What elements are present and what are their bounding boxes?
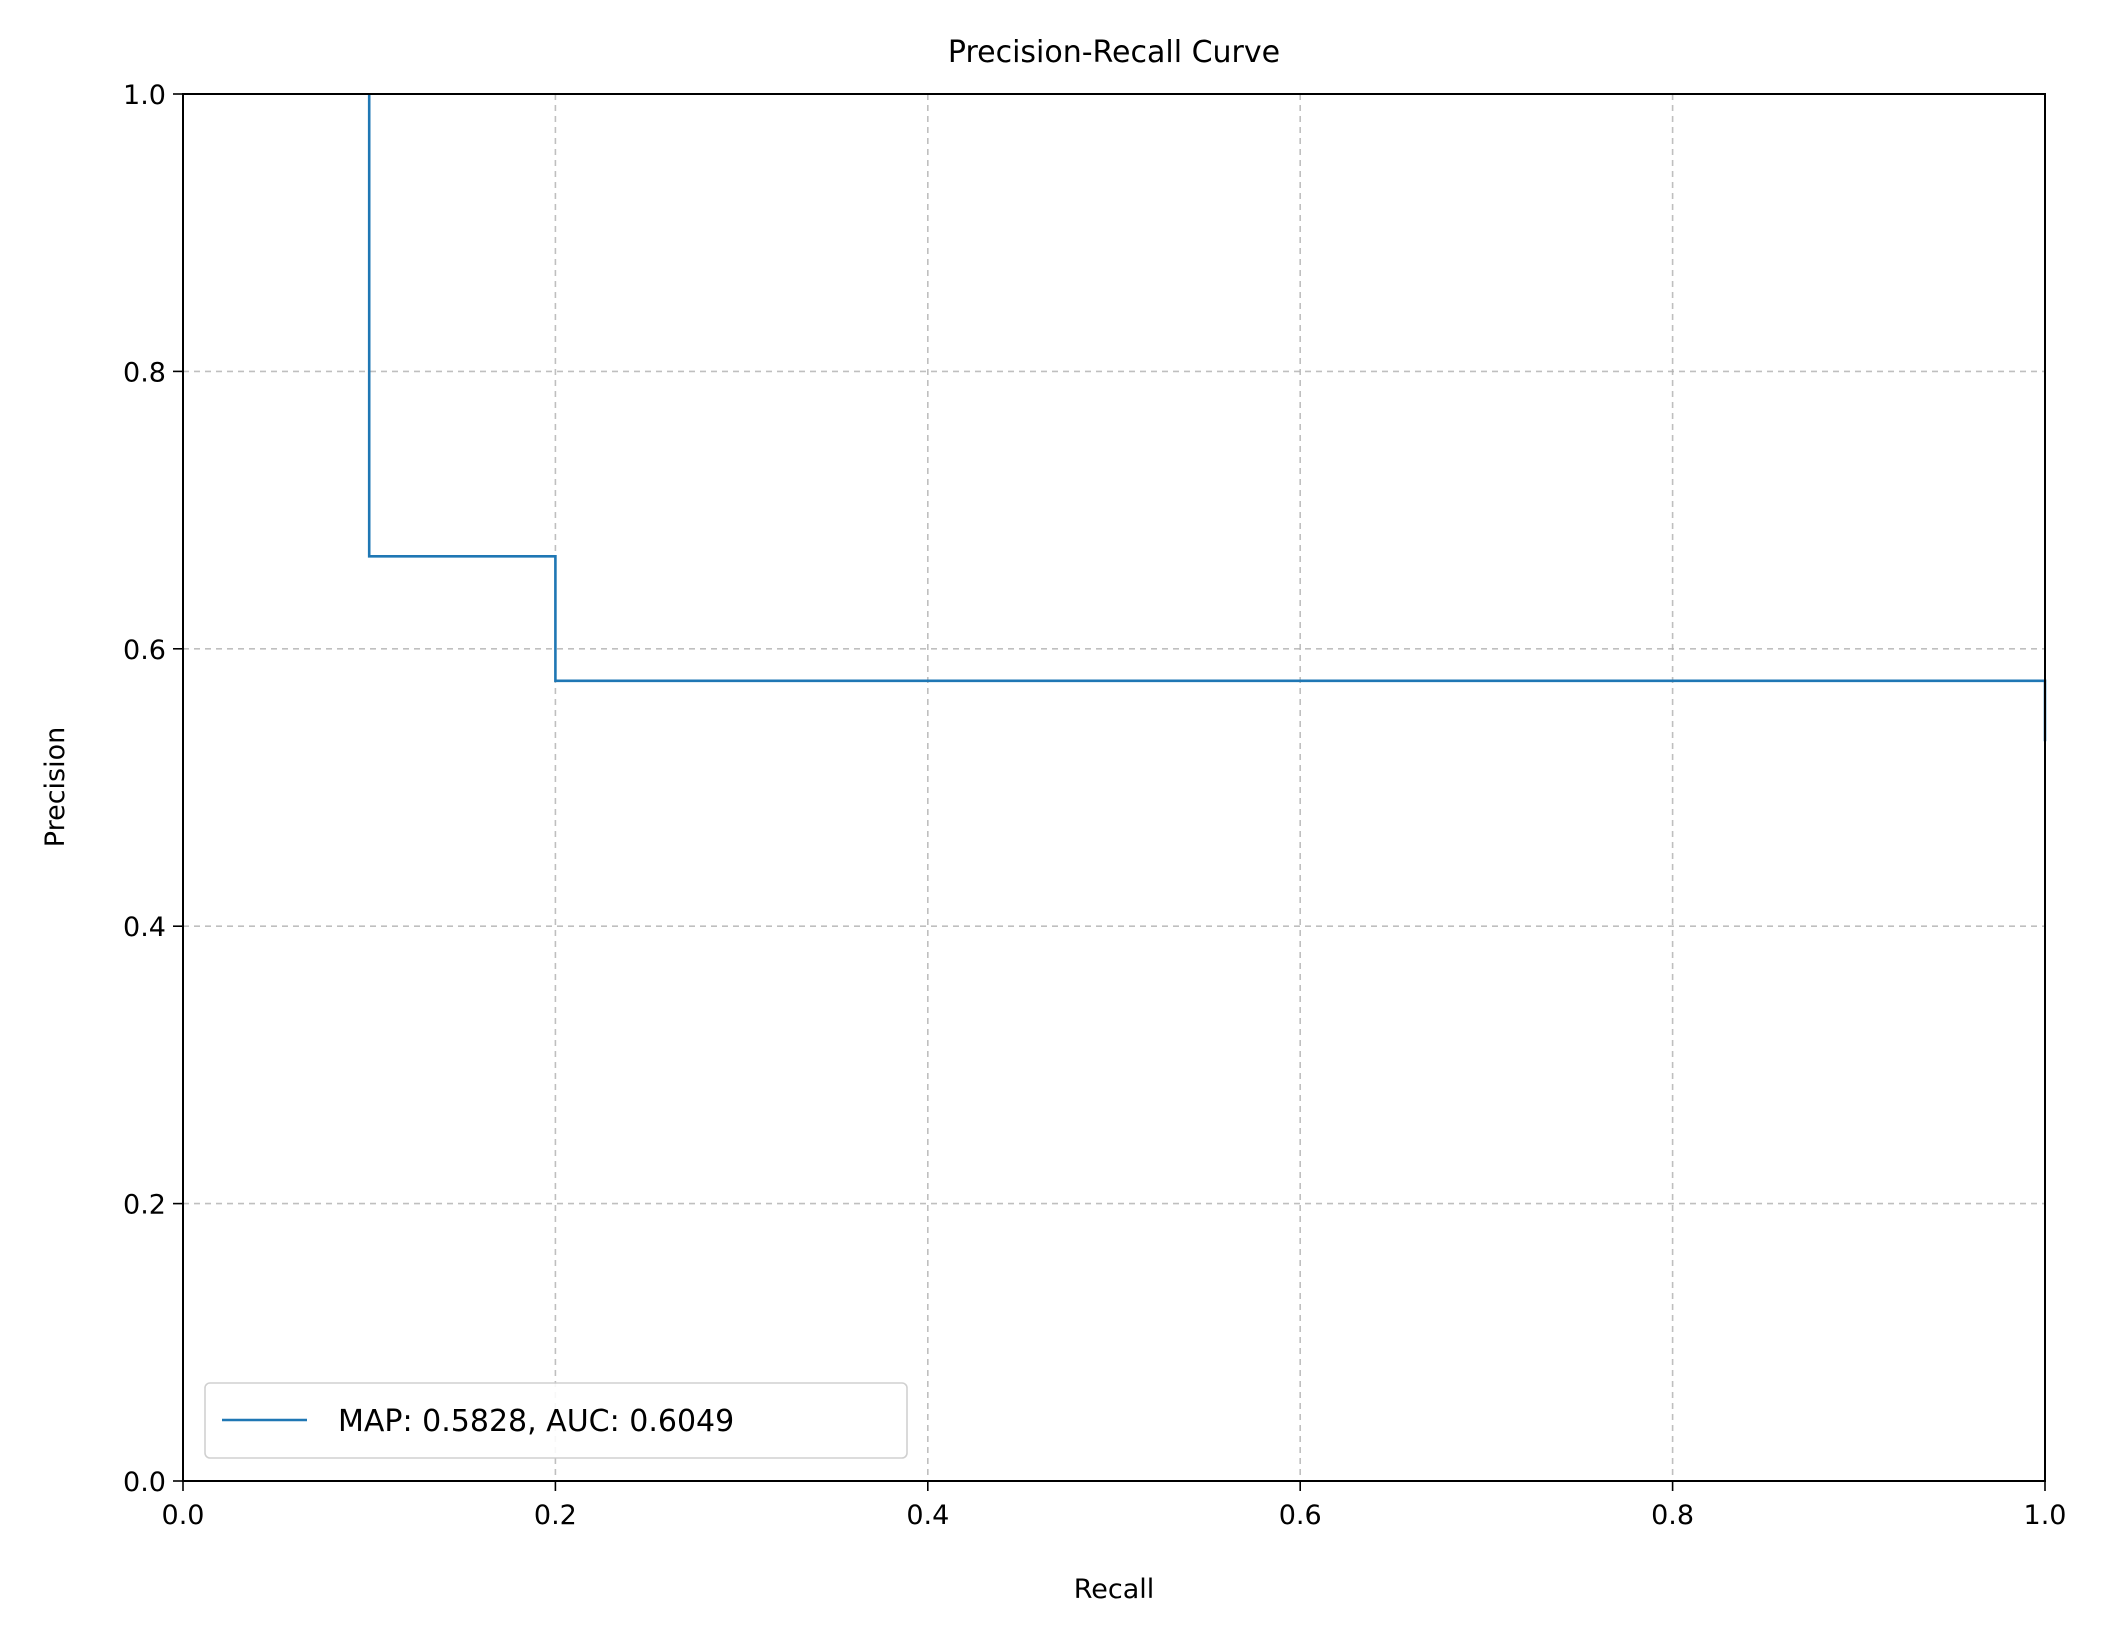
x-axis-label: Recall bbox=[1074, 1574, 1155, 1605]
x-tick-label: 0.6 bbox=[1279, 1500, 1322, 1531]
x-tick-label: 0.8 bbox=[1651, 1500, 1694, 1531]
x-axis-ticks: 0.0 0.2 0.4 0.6 0.8 1.0 bbox=[162, 1481, 2067, 1531]
y-tick-label: 0.8 bbox=[123, 357, 166, 388]
legend-label: MAP: 0.5828, AUC: 0.6049 bbox=[338, 1404, 734, 1439]
y-axis-ticks: 0.0 0.2 0.4 0.6 0.8 1.0 bbox=[123, 80, 183, 1498]
x-tick-label: 0.0 bbox=[162, 1500, 205, 1531]
plot-frame bbox=[182, 93, 2046, 1482]
x-tick-label: 1.0 bbox=[2024, 1500, 2067, 1531]
legend-box bbox=[204, 1382, 908, 1459]
legend: MAP: 0.5828, AUC: 0.6049 bbox=[204, 1382, 908, 1459]
y-tick-label: 0.6 bbox=[123, 635, 166, 666]
chart-title: Precision-Recall Curve bbox=[948, 35, 1280, 70]
y-tick-label: 0.0 bbox=[123, 1467, 166, 1498]
x-tick-label: 0.2 bbox=[534, 1500, 577, 1531]
y-axis-label: Precision bbox=[40, 727, 71, 847]
x-tick-label: 0.4 bbox=[906, 1500, 949, 1531]
y-tick-label: 1.0 bbox=[123, 80, 166, 111]
y-tick-label: 0.4 bbox=[123, 912, 166, 943]
y-tick-label: 0.2 bbox=[123, 1190, 166, 1221]
grid-lines bbox=[183, 94, 2045, 1481]
